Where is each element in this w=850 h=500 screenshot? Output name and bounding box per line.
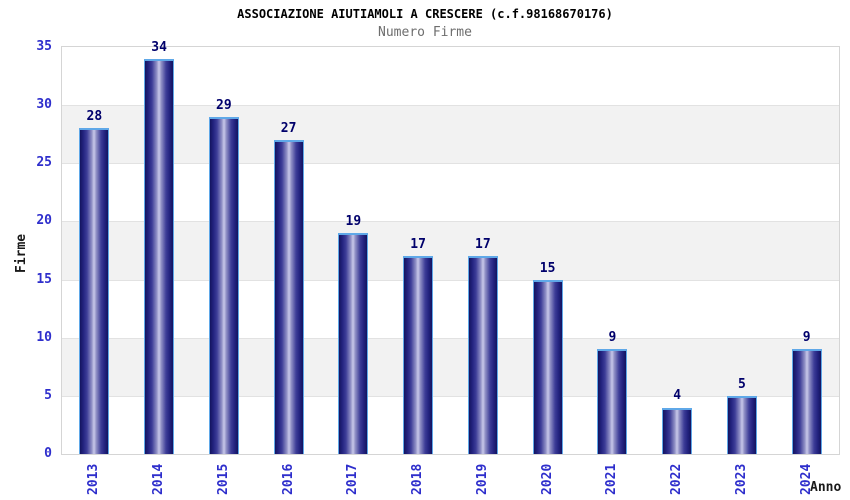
x-tick-label: 2019 [474,463,490,495]
bar-value-label: 9 [802,330,811,346]
bar-value-label: 17 [410,237,426,253]
bar [662,407,693,454]
y-tick-label: 0 [44,446,52,461]
bar-value-label: 9 [608,330,617,346]
bar-value-label: 34 [151,39,167,55]
bar [403,256,434,454]
bar [597,349,628,454]
plot-band [62,337,839,396]
x-tick-label: 2022 [669,463,685,495]
bar [532,279,563,454]
x-tick-label: 2020 [539,463,555,495]
gridline [62,163,839,165]
gridline [62,105,839,107]
bar [144,58,175,454]
gridline [62,221,839,223]
bar-value-label: 4 [673,388,682,404]
bar-value-label: 28 [86,109,103,125]
bar-value-label: 5 [737,376,746,392]
bar [208,116,239,454]
bar-value-label: 15 [539,260,556,276]
x-tick-label: 2015 [215,463,231,495]
bar [338,233,369,454]
y-tick-label: 35 [36,39,52,54]
x-tick-label: 2014 [151,463,167,495]
y-axis-title: Firme [14,233,29,273]
bar-value-label: 19 [345,214,362,230]
y-tick-label: 5 [44,387,52,403]
gridline [62,279,839,281]
x-tick-label: 2013 [86,463,102,495]
x-axis-title: Anno [810,480,842,495]
bar [79,128,110,454]
chart-subtitle: Numero Firme [378,25,472,40]
y-tick-label: 20 [36,213,52,229]
bar-value-label: 29 [216,97,232,113]
plot-band [62,221,839,280]
x-tick-label: 2018 [410,463,426,495]
y-tick-label: 30 [36,97,52,113]
bar [791,349,822,454]
gridline [62,395,839,397]
gridline [62,337,839,339]
y-tick-label: 25 [36,155,52,171]
bar [726,395,757,454]
x-tick-label: 2023 [733,463,749,495]
bar-value-label: 27 [280,121,297,137]
bar [467,256,498,454]
plot-band [62,105,839,164]
x-tick-label: 2021 [604,463,620,495]
x-tick-label: 2016 [280,463,296,495]
y-tick-label: 15 [36,271,52,287]
chart-title: ASSOCIAZIONE AIUTIAMOLI A CRESCERE (c.f.… [237,7,613,21]
x-tick-label: 2017 [345,463,361,495]
bar-value-label: 17 [475,237,491,253]
bar [273,140,304,454]
plot-area: 28 34 29 27 19 17 17 15 9 4 5 9 [61,40,840,455]
y-tick-label: 10 [36,329,52,345]
